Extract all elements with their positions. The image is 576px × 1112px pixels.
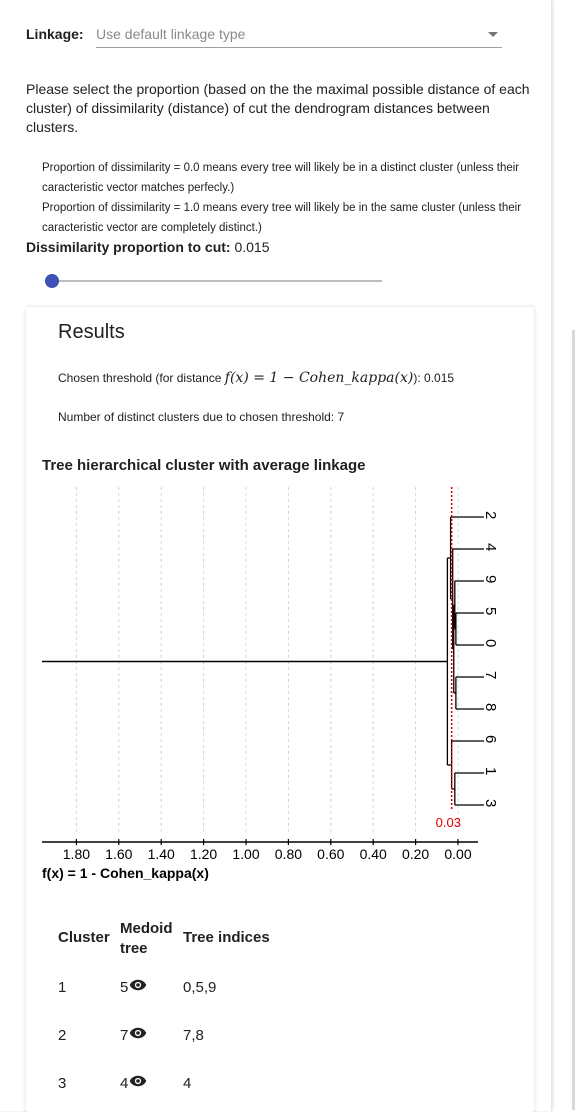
explanation-zero: Proportion of dissimilarity = 0.0 means … xyxy=(42,162,520,194)
chart-title: Tree hierarchical cluster with average l… xyxy=(42,457,366,474)
x-tick-label: 0.40 xyxy=(360,846,387,862)
dissimilarity-value: 0.015 xyxy=(234,239,270,255)
leaf-label: 3 xyxy=(482,799,499,807)
dissimilarity-readout: Dissimilarity proportion to cut: 0.015 xyxy=(26,239,270,255)
instruction-text: Please select the proportion (based on t… xyxy=(26,81,530,135)
scrollbar[interactable] xyxy=(572,330,575,1110)
x-tick-label: 1.00 xyxy=(232,846,259,862)
leaf-label: 5 xyxy=(482,607,499,615)
x-tick-label: 1.80 xyxy=(63,846,90,862)
leaf-label: 1 xyxy=(482,767,499,775)
x-axis-label: f(x) = 1 - Cohen_kappa(x) xyxy=(42,865,209,881)
table-cell-medoid: 7 xyxy=(120,1027,147,1044)
leaf-label: 7 xyxy=(482,671,499,679)
table-cell-cluster: 2 xyxy=(58,1027,67,1044)
eye-icon[interactable] xyxy=(129,1074,147,1091)
leaf-label: 2 xyxy=(482,511,499,519)
table-cell-cluster: 1 xyxy=(58,979,67,996)
results-title: Results xyxy=(58,321,125,343)
leaf-label: 0 xyxy=(482,639,499,647)
cluster-count-text: Number of distinct clusters due to chose… xyxy=(58,410,345,424)
table-cell-indices: 0,5,9 xyxy=(183,979,217,996)
x-tick-label: 1.60 xyxy=(105,846,132,862)
dissimilarity-slider[interactable] xyxy=(40,272,382,290)
threshold-text: Chosen threshold (for distance f(x) = 1 … xyxy=(58,370,454,386)
table-cell-cluster: 3 xyxy=(58,1075,67,1092)
table-cell-medoid: 5 xyxy=(120,979,147,996)
eye-icon[interactable] xyxy=(129,978,147,995)
x-tick-label: 0.00 xyxy=(444,846,471,862)
leaf-label: 4 xyxy=(482,543,499,551)
slider-track[interactable] xyxy=(46,280,382,282)
medoid-value: 5 xyxy=(120,979,129,996)
header-medoid-line1: Medoid xyxy=(120,920,173,937)
panel-card xyxy=(551,0,552,1111)
threshold-suffix: ): 0.015 xyxy=(413,371,455,385)
threshold-prefix: Chosen threshold (for distance xyxy=(58,371,222,385)
results-card: Results Chosen threshold (for distance f… xyxy=(26,306,534,1112)
dropdown-arrow-icon xyxy=(488,32,498,37)
dendrogram-chart: 2 4 9 5 0 7 8 6 1 3 0.03 1.80 1.60 1.40 1.20 1.00 0.80 0.… xyxy=(42,487,499,881)
linkage-select-placeholder: Use default linkage type xyxy=(96,26,246,42)
dissimilarity-label: Dissimilarity proportion to cut: xyxy=(26,239,231,255)
table-cell-medoid: 4 xyxy=(120,1075,147,1092)
x-tick-label: 0.60 xyxy=(317,846,344,862)
linkage-select[interactable]: Use default linkage type xyxy=(96,22,502,48)
leaf-label: 8 xyxy=(482,703,499,711)
x-tick-label: 1.20 xyxy=(190,846,217,862)
x-tick-label: 0.20 xyxy=(402,846,429,862)
table-cell-indices: 7,8 xyxy=(183,1027,204,1044)
eye-icon[interactable] xyxy=(129,1026,147,1043)
header-medoid: Medoid tree xyxy=(120,919,173,959)
table-cell-indices: 4 xyxy=(183,1075,192,1092)
threshold-label: 0.03 xyxy=(436,815,461,830)
leaf-label: 6 xyxy=(482,735,499,743)
header-cluster: Cluster xyxy=(58,929,110,946)
medoid-value: 7 xyxy=(120,1027,129,1044)
explanation-block: Proportion of dissimilarity = 0.0 means … xyxy=(42,158,532,238)
slider-thumb[interactable] xyxy=(45,274,60,288)
header-medoid-line2: tree xyxy=(120,940,148,957)
linkage-row: Linkage: Use default linkage type xyxy=(26,22,504,48)
medoid-value: 4 xyxy=(120,1075,129,1092)
header-indices: Tree indices xyxy=(183,929,270,946)
linkage-label: Linkage: xyxy=(26,26,84,42)
leaf-label: 9 xyxy=(482,575,499,583)
explanation-one: Proportion of dissimilarity = 1.0 means … xyxy=(42,202,522,234)
x-tick-label: 1.40 xyxy=(148,846,175,862)
x-tick-label: 0.80 xyxy=(275,846,302,862)
distance-formula: f(x) = 1 − Cohen_kappa(x) xyxy=(224,370,414,386)
